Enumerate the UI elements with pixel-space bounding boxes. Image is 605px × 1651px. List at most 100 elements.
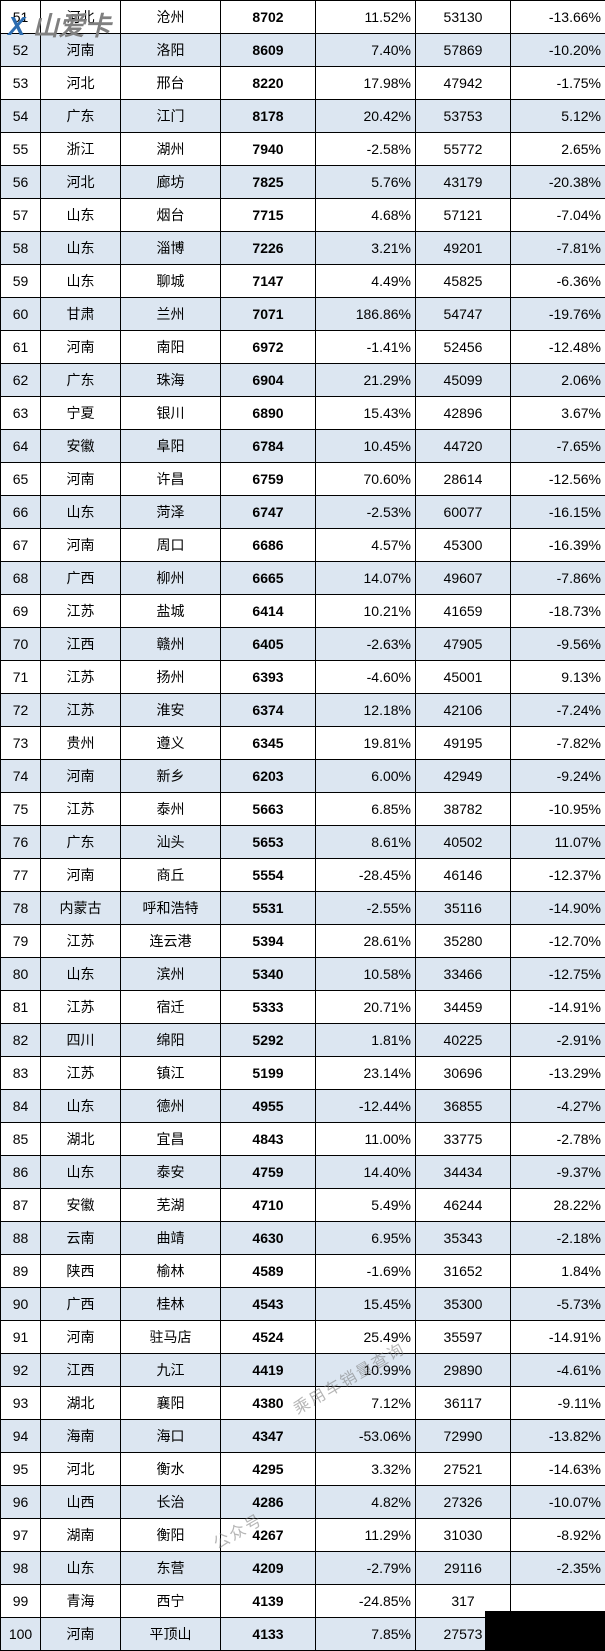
table-cell: 7940	[221, 133, 316, 166]
table-cell: 4955	[221, 1090, 316, 1123]
table-cell: 4419	[221, 1354, 316, 1387]
table-cell: 44720	[416, 430, 511, 463]
table-row: 54广东江门817820.42%537535.12%	[1, 100, 605, 133]
table-cell: 淄博	[121, 232, 221, 265]
table-cell: 4710	[221, 1189, 316, 1222]
table-cell: 20.42%	[316, 100, 416, 133]
table-cell: -7.65%	[511, 430, 605, 463]
table-cell: 6890	[221, 397, 316, 430]
table-cell: 廊坊	[121, 166, 221, 199]
table-cell: 66	[1, 496, 41, 529]
table-cell: 62	[1, 364, 41, 397]
table-cell: 兰州	[121, 298, 221, 331]
table-cell: 19.81%	[316, 727, 416, 760]
table-row: 99青海西宁4139-24.85%317	[1, 1585, 605, 1618]
table-cell: 92	[1, 1354, 41, 1387]
table-cell: 5333	[221, 991, 316, 1024]
table-cell: 新乡	[121, 760, 221, 793]
table-cell: 78	[1, 892, 41, 925]
table-cell: 91	[1, 1321, 41, 1354]
table-row: 77河南商丘5554-28.45%46146-12.37%	[1, 859, 605, 892]
table-cell: 6665	[221, 562, 316, 595]
table-cell: 6.95%	[316, 1222, 416, 1255]
table-cell: -7.81%	[511, 232, 605, 265]
table-cell: 贵州	[41, 727, 121, 760]
table-cell: 4759	[221, 1156, 316, 1189]
table-cell: 34434	[416, 1156, 511, 1189]
table-cell: 58	[1, 232, 41, 265]
table-cell: 27521	[416, 1453, 511, 1486]
table-cell: 4347	[221, 1420, 316, 1453]
table-cell: 淮安	[121, 694, 221, 727]
table-cell: 28614	[416, 463, 511, 496]
table-cell: 3.21%	[316, 232, 416, 265]
table-row: 94海南海口4347-53.06%72990-13.82%	[1, 1420, 605, 1453]
table-cell: 江苏	[41, 595, 121, 628]
table-cell: 汕头	[121, 826, 221, 859]
table-cell: 4543	[221, 1288, 316, 1321]
table-cell: 34459	[416, 991, 511, 1024]
table-cell: -9.24%	[511, 760, 605, 793]
table-cell: 邢台	[121, 67, 221, 100]
table-cell: -53.06%	[316, 1420, 416, 1453]
table-cell: 85	[1, 1123, 41, 1156]
table-cell: 4.49%	[316, 265, 416, 298]
table-cell: -9.56%	[511, 628, 605, 661]
table-cell: 4380	[221, 1387, 316, 1420]
table-cell: 榆林	[121, 1255, 221, 1288]
table-cell: 46146	[416, 859, 511, 892]
table-cell: 53	[1, 67, 41, 100]
table-cell: 河南	[41, 1618, 121, 1651]
table-cell: 35116	[416, 892, 511, 925]
table-cell: -2.78%	[511, 1123, 605, 1156]
table-row: 80山东滨州534010.58%33466-12.75%	[1, 958, 605, 991]
table-cell: 4589	[221, 1255, 316, 1288]
table-cell: 35300	[416, 1288, 511, 1321]
table-cell: 7226	[221, 232, 316, 265]
table-cell: 珠海	[121, 364, 221, 397]
table-cell: 9.13%	[511, 661, 605, 694]
table-cell: 遵义	[121, 727, 221, 760]
table-cell: -2.53%	[316, 496, 416, 529]
table-cell: 10.21%	[316, 595, 416, 628]
table-cell: 10.45%	[316, 430, 416, 463]
table-cell: 25.49%	[316, 1321, 416, 1354]
table-cell: 5292	[221, 1024, 316, 1057]
table-row: 58山东淄博72263.21%49201-7.81%	[1, 232, 605, 265]
table-cell: -13.66%	[511, 1, 605, 34]
table-cell: 6405	[221, 628, 316, 661]
table-row: 65河南许昌675970.60%28614-12.56%	[1, 463, 605, 496]
table-cell: 95	[1, 1453, 41, 1486]
table-cell: -10.07%	[511, 1486, 605, 1519]
table-cell: 商丘	[121, 859, 221, 892]
table-cell: 45300	[416, 529, 511, 562]
table-row: 61河南南阳6972-1.41%52456-12.48%	[1, 331, 605, 364]
table-cell: 74	[1, 760, 41, 793]
table-cell: 2.06%	[511, 364, 605, 397]
table-cell: -1.41%	[316, 331, 416, 364]
table-row: 62广东珠海690421.29%450992.06%	[1, 364, 605, 397]
table-cell: -2.55%	[316, 892, 416, 925]
table-cell: 4286	[221, 1486, 316, 1519]
table-cell: -2.58%	[316, 133, 416, 166]
table-cell: 8178	[221, 100, 316, 133]
table-cell: 70	[1, 628, 41, 661]
table-cell: -10.20%	[511, 34, 605, 67]
table-cell: 泰安	[121, 1156, 221, 1189]
table-cell: 49201	[416, 232, 511, 265]
table-cell: 驻马店	[121, 1321, 221, 1354]
table-cell: 53130	[416, 1, 511, 34]
table-cell: 47942	[416, 67, 511, 100]
table-cell: 山东	[41, 232, 121, 265]
table-cell: 20.71%	[316, 991, 416, 1024]
table-cell: 8702	[221, 1, 316, 34]
table-cell: -12.75%	[511, 958, 605, 991]
table-row: 90广西桂林454315.45%35300-5.73%	[1, 1288, 605, 1321]
table-cell: 江苏	[41, 661, 121, 694]
table-cell: 23.14%	[316, 1057, 416, 1090]
table-cell: -9.37%	[511, 1156, 605, 1189]
table-cell: 内蒙古	[41, 892, 121, 925]
table-cell: 许昌	[121, 463, 221, 496]
table-cell: 宁夏	[41, 397, 121, 430]
table-cell: 5.76%	[316, 166, 416, 199]
